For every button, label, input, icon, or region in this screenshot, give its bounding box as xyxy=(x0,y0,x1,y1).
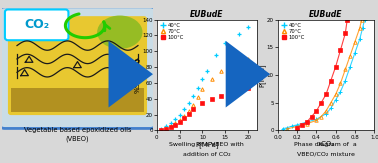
FancyBboxPatch shape xyxy=(11,88,144,112)
Text: (VBEO): (VBEO) xyxy=(66,136,89,142)
Title: EUBudE: EUBudE xyxy=(190,10,224,19)
Y-axis label: %Swelling: %Swelling xyxy=(135,57,141,93)
Y-axis label: P[MPa]: P[MPa] xyxy=(259,63,265,87)
Text: addition of CO₂: addition of CO₂ xyxy=(183,152,231,156)
Legend: 40°C, 70°C, 100°C: 40°C, 70°C, 100°C xyxy=(160,22,185,41)
Text: VBEO/CO₂ mixture: VBEO/CO₂ mixture xyxy=(297,152,355,156)
X-axis label: xCO₂: xCO₂ xyxy=(318,141,335,147)
FancyBboxPatch shape xyxy=(5,9,68,40)
Title: EUBudE: EUBudE xyxy=(309,10,343,19)
Text: CO₂: CO₂ xyxy=(24,18,49,31)
Text: Phase diagram of  a: Phase diagram of a xyxy=(294,142,357,147)
Ellipse shape xyxy=(97,15,143,49)
Text: Swelling of a VBEO with: Swelling of a VBEO with xyxy=(169,142,244,147)
FancyBboxPatch shape xyxy=(0,7,156,128)
Text: Vegetable based epoxidized oils: Vegetable based epoxidized oils xyxy=(24,127,131,133)
Legend: 40°C, 70°C, 100°C: 40°C, 70°C, 100°C xyxy=(280,22,306,41)
X-axis label: P[MPa]: P[MPa] xyxy=(195,141,219,148)
FancyBboxPatch shape xyxy=(8,16,147,115)
